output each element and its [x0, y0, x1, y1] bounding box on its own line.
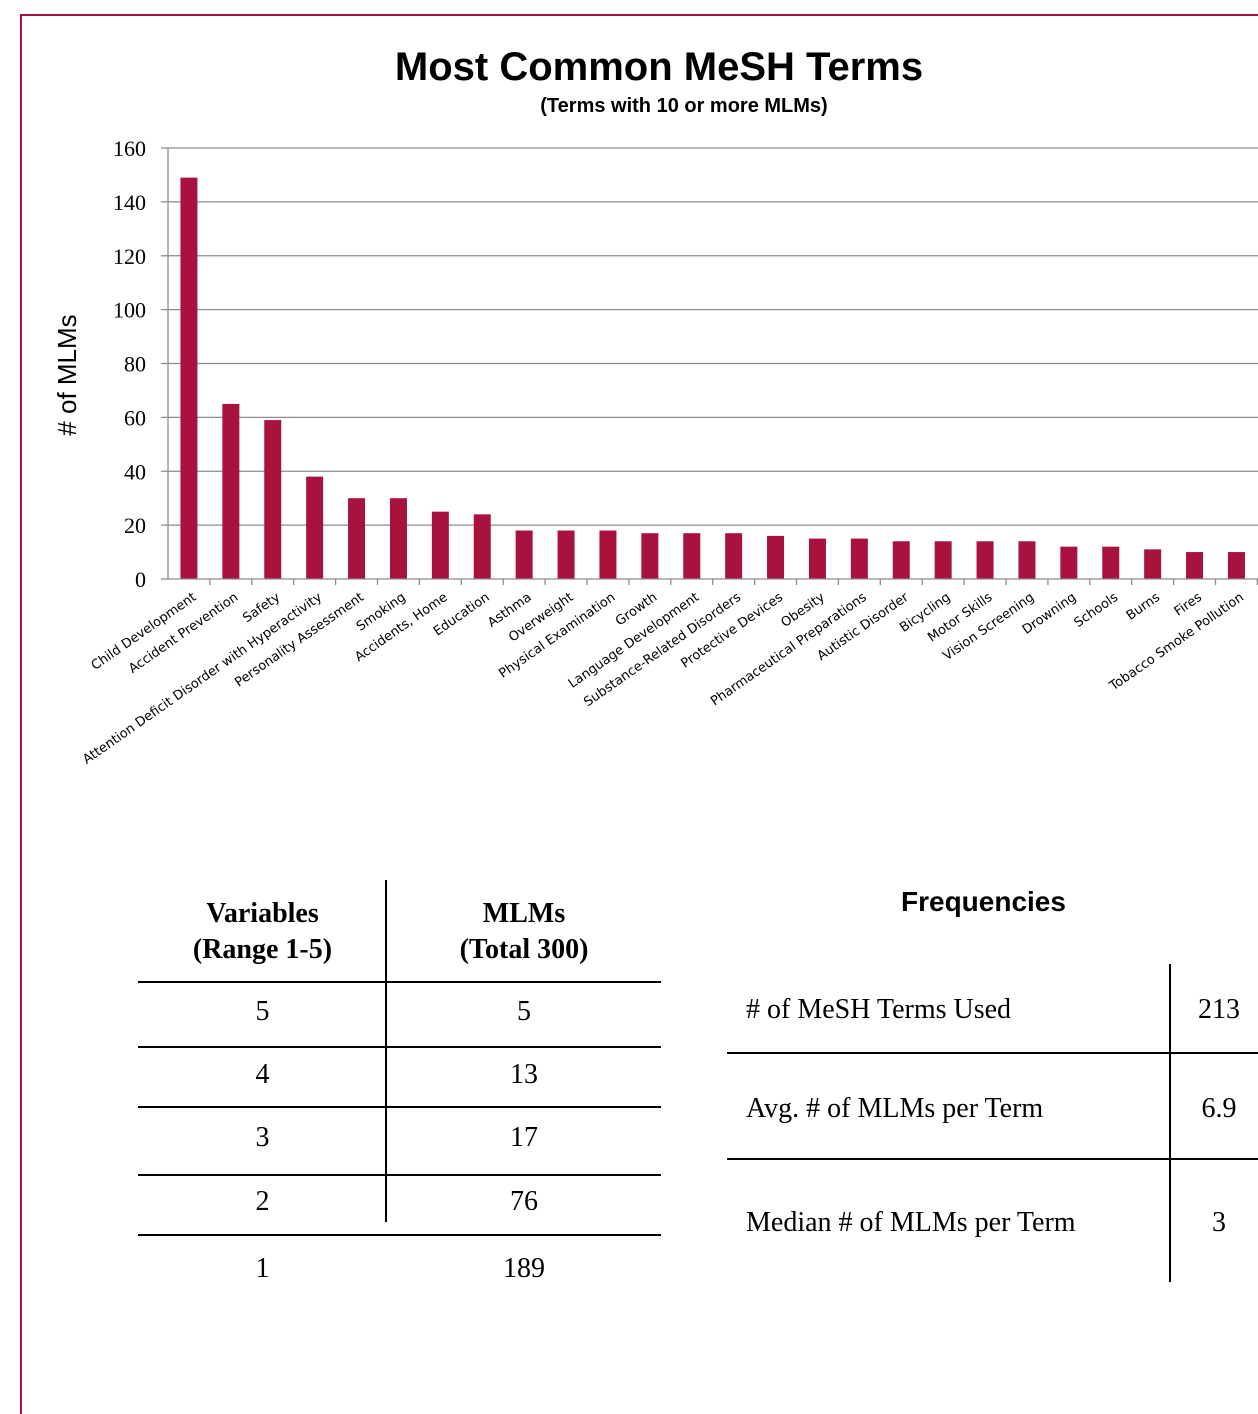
y-tick-label: 0 [135, 567, 146, 592]
table-rule [138, 1046, 661, 1048]
y-tick-label: 20 [124, 513, 146, 538]
chart-subtitle: (Terms with 10 or more MLMs) [540, 95, 827, 117]
x-tick-label: Burns [1124, 590, 1163, 624]
mlms-header: MLMs (Total 300) [388, 896, 660, 968]
figure-border [20, 14, 1258, 1414]
table-rule [138, 1106, 661, 1108]
chart-title: Most Common MeSH Terms [395, 45, 923, 89]
x-tick-label: Fires [1172, 590, 1205, 620]
bar [934, 541, 952, 579]
frequencies-rule [727, 1158, 1258, 1160]
table-cell: 1 [255, 1253, 270, 1284]
bar [348, 498, 366, 579]
frequency-label: # of MeSH Terms Used [746, 994, 1012, 1025]
bar [1060, 546, 1078, 579]
bar [599, 530, 617, 579]
bar [1144, 549, 1162, 579]
table-rule [138, 981, 661, 983]
y-tick-label: 40 [124, 459, 146, 484]
bar [515, 530, 533, 579]
bar [1102, 546, 1120, 579]
bar [264, 420, 282, 579]
bar [180, 177, 198, 579]
x-tick-label: Schools [1072, 590, 1122, 631]
bar [1227, 552, 1245, 579]
frequencies-rule [727, 1052, 1258, 1054]
frequencies-title: Frequencies [901, 886, 1066, 917]
y-tick-label: 120 [113, 244, 146, 269]
bar [767, 535, 785, 579]
mlms-header-line2: (Total 300) [459, 934, 589, 965]
frequency-value: 213 [1198, 994, 1240, 1025]
frequencies-divider [1169, 964, 1171, 1282]
y-tick-label: 100 [113, 298, 146, 323]
bar [976, 541, 994, 579]
bar [683, 533, 701, 579]
table-cell: 13 [510, 1059, 538, 1090]
y-tick-label: 60 [124, 405, 146, 430]
frequency-value: 3 [1212, 1207, 1226, 1238]
bar-chart: Most Common MeSH Terms (Terms with 10 or… [52, 45, 1258, 768]
y-axis-label: # of MLMs [52, 314, 82, 435]
bar [557, 530, 575, 579]
table-cell: 2 [255, 1186, 270, 1217]
bar [725, 533, 743, 579]
bar [892, 541, 910, 579]
bar [1186, 552, 1204, 579]
bar [431, 511, 449, 579]
bar [306, 476, 324, 579]
frequency-value: 6.9 [1201, 1093, 1237, 1124]
table-rule [138, 1174, 661, 1176]
table-cell: 4 [255, 1059, 270, 1090]
bar [850, 538, 868, 579]
bar [389, 498, 407, 579]
table-cell: 76 [510, 1186, 538, 1217]
table-cell: 189 [503, 1253, 545, 1284]
variables-header-line1: Variables [206, 898, 319, 929]
table-rule [138, 1234, 661, 1236]
y-tick-label: 140 [113, 190, 146, 215]
table-cell: 17 [510, 1122, 538, 1153]
variables-header: Variables (Range 1-5) [140, 896, 385, 968]
variables-table-divider [385, 880, 387, 1222]
table-cell: 3 [255, 1122, 270, 1153]
bar [222, 403, 240, 579]
y-tick-label: 160 [113, 136, 146, 161]
y-tick-label: 80 [124, 352, 146, 377]
frequency-label: Median # of MLMs per Term [746, 1207, 1076, 1238]
bar [473, 514, 491, 579]
table-cell: 5 [255, 996, 270, 1027]
table-cell: 5 [517, 996, 531, 1027]
bar [808, 538, 826, 579]
mlms-header-line1: MLMs [482, 898, 566, 929]
bar [641, 533, 659, 579]
variables-header-line2: (Range 1-5) [192, 934, 333, 965]
frequency-label: Avg. # of MLMs per Term [746, 1093, 1044, 1124]
bar [1018, 541, 1036, 579]
